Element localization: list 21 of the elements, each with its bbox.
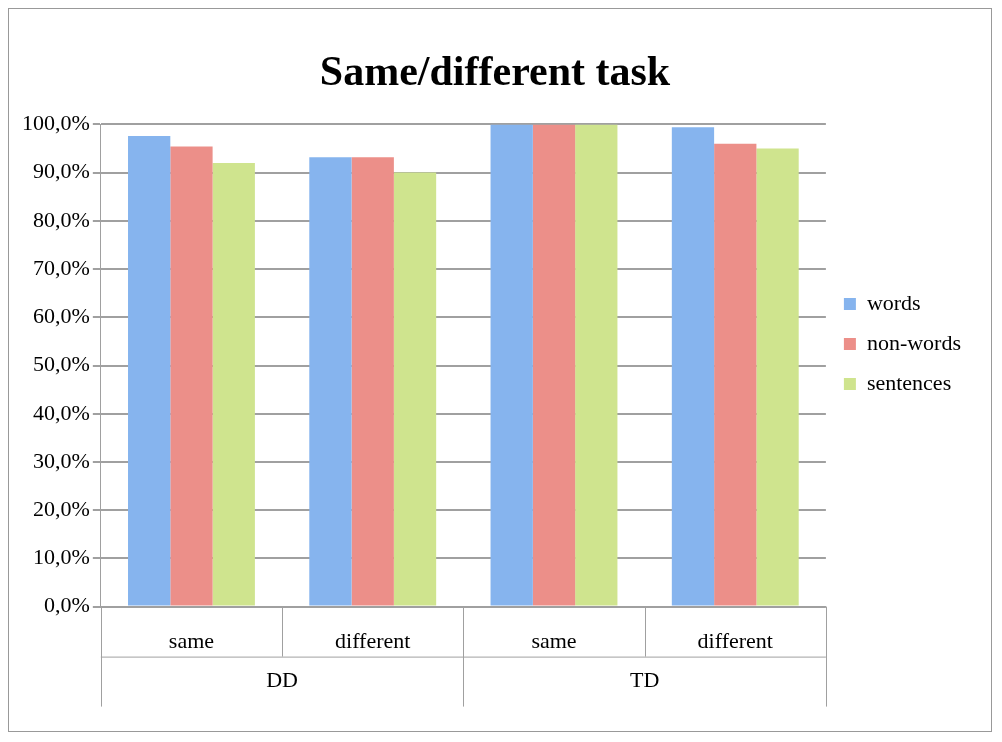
y-tick-label: 0,0%: [44, 592, 90, 618]
x-tick-label: different: [697, 627, 773, 653]
text: DD: [266, 667, 298, 693]
x-tick-label: same: [168, 627, 215, 653]
y-tick-label: 20,0%: [33, 495, 90, 521]
x-tick-label: same: [531, 627, 577, 653]
text: TD: [629, 667, 660, 693]
y-tick-label: 70,0%: [33, 254, 90, 280]
y-tick-label: 90,0%: [33, 158, 90, 184]
y-tick-label: 80,0%: [33, 206, 90, 232]
y-tick-label: 10,0%: [33, 544, 90, 570]
chart-title: Same/different task: [319, 48, 671, 95]
y-tick-label: 50,0%: [33, 351, 90, 377]
y-tick-label: 30,0%: [33, 447, 90, 473]
y-tick-label: 60,0%: [33, 303, 90, 329]
legend-label: non-words: [866, 329, 962, 355]
y-tick-label: 100,0%: [22, 110, 90, 136]
y-tick-label: 40,0%: [33, 399, 90, 425]
legend-label: words: [866, 289, 921, 315]
legend-label: sentences: [866, 369, 952, 395]
x-tick-label: different: [335, 627, 411, 653]
